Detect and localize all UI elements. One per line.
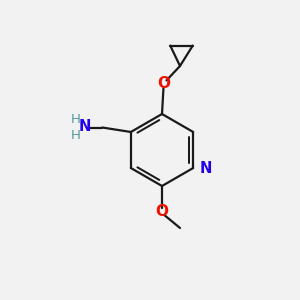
Text: H: H — [71, 112, 81, 126]
Text: N: N — [79, 119, 92, 134]
Text: N: N — [200, 160, 212, 175]
Text: O: O — [157, 76, 170, 92]
Text: O: O — [155, 204, 169, 219]
Text: H: H — [71, 128, 81, 142]
